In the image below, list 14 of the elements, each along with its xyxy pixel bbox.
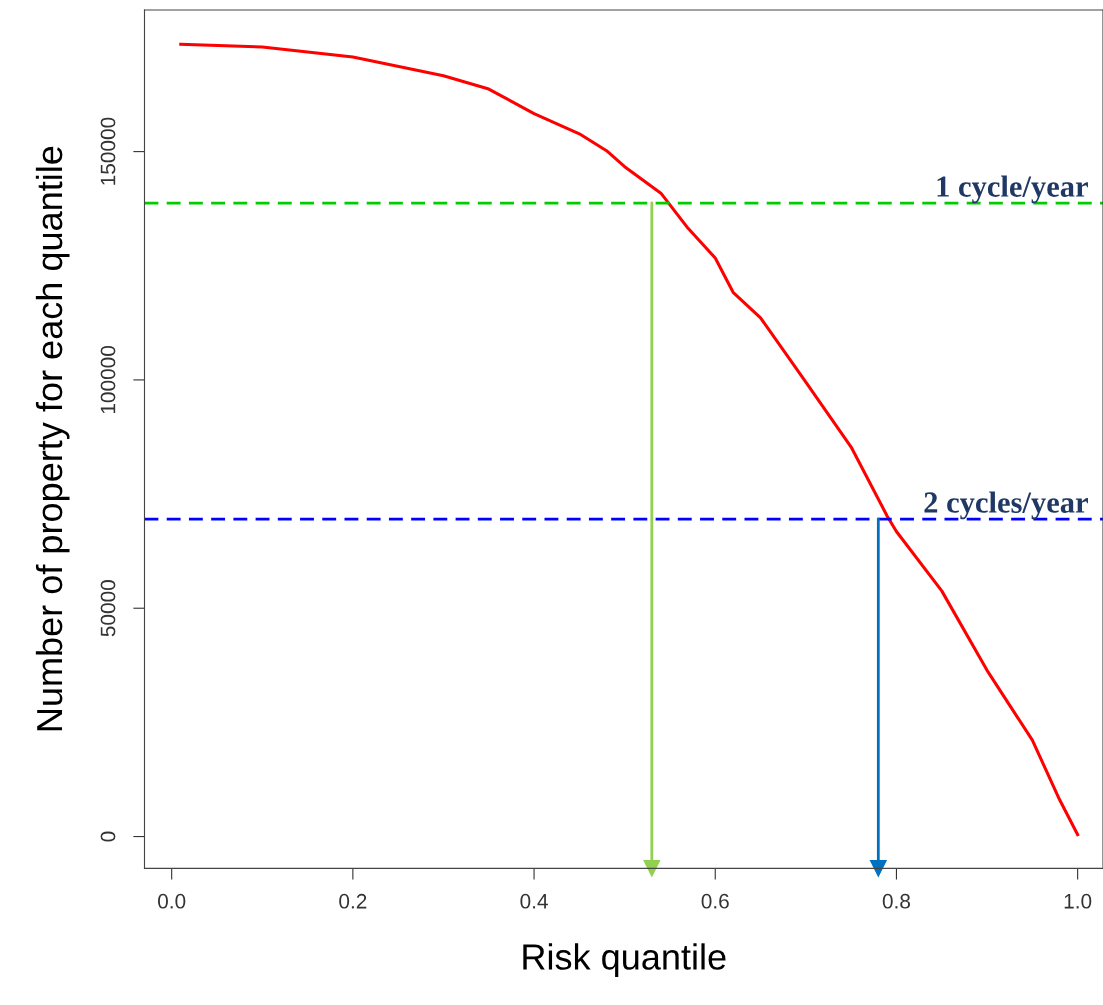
x-tick-label: 0.8 [882,893,911,909]
x-tick-label: 0.6 [701,893,729,909]
x-tick-label: 0.4 [520,893,548,909]
ref-line-label: 1 cycle/year [937,175,1088,204]
x-tick-label: 1.0 [1064,893,1092,909]
y-tick-label: 150000 [100,117,116,185]
x-tick-label: 0.0 [158,893,186,909]
x-tick-label: 0.2 [339,893,367,909]
y-axis-title: Number of property for each quantile [35,146,70,731]
y-tick-label: 100000 [100,345,116,414]
y-tick-label: 50000 [100,580,116,637]
y-tick-label: 0 [100,831,116,842]
x-axis-title: Risk quantile [523,943,726,977]
ref-line-label: 2 cycles/year [924,491,1088,520]
